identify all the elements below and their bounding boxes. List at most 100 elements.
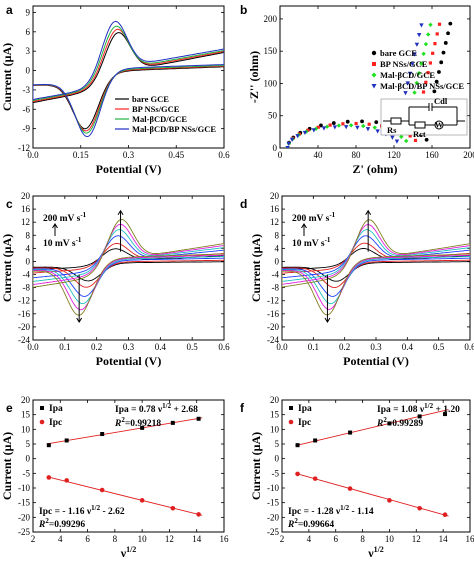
nyquist-marker [408, 134, 412, 138]
nyquist-marker [306, 128, 310, 132]
panel-letter: e [6, 401, 13, 415]
arrow-head [76, 317, 83, 323]
x-tick-label: 16 [466, 534, 474, 544]
nyquist-marker [426, 71, 430, 75]
ipa-point [443, 412, 448, 417]
legend-marker-ipa [289, 406, 293, 410]
x-axis-label: Potential (V) [96, 162, 162, 176]
nyquist-marker [424, 137, 429, 142]
y-axis-label: Current (μA) [249, 234, 263, 302]
y-tick-label: -8 [272, 283, 280, 293]
x-tick-label: 14 [192, 534, 202, 544]
ipc-point [139, 498, 145, 503]
nyquist-marker [414, 42, 420, 47]
nyquist-marker [412, 90, 417, 95]
nyquist-marker [399, 134, 404, 139]
x-axis-label: Z' (ohm) [353, 162, 398, 176]
x-axis-label: Potential (V) [343, 354, 409, 368]
y-tick-label: -16 [18, 309, 30, 319]
rct-label: Rct [413, 129, 426, 139]
legend-label: Mal-βCD/BP NSs/GCE [132, 124, 216, 134]
x-axis-label: Potential (V) [96, 354, 162, 368]
nyquist-marker [354, 121, 358, 126]
y-tick-label: -25 [18, 527, 30, 537]
x-axis-label: ν1/2 [120, 545, 137, 560]
fit-line [295, 409, 449, 447]
nyquist-marker [426, 32, 431, 37]
nyquist-marker [403, 91, 408, 96]
x-tick-label: 0.5 [433, 342, 445, 352]
y-tick-label: 20 [21, 191, 31, 201]
x-tick-label: 0.3 [123, 150, 135, 160]
x-tick-label: 0.0 [27, 150, 39, 160]
nyquist-marker [336, 123, 342, 128]
legend-marker [372, 62, 376, 66]
nyquist-marker [424, 80, 428, 84]
nyquist-marker [331, 121, 336, 125]
ipa-point [100, 432, 105, 437]
tail: + 1.20 [433, 405, 460, 415]
y-tick-label: -9 [23, 124, 31, 134]
ipc-point [64, 478, 69, 483]
panel-f: 2 4 6 8 10 12 14 16 -25 -20 -15 -10 -5 0 5 10 15 20 f ν1/2 C… [240, 395, 474, 560]
fit-line [46, 417, 203, 445]
r2-ipc: R2=0.99664 [287, 517, 334, 530]
y-tick-label: -12 [18, 143, 30, 153]
x-axis-label-sup: 1/2 [126, 545, 136, 554]
plot-frame [281, 399, 471, 533]
ipa-point [170, 420, 175, 425]
arrow-head [324, 317, 331, 323]
y-tick-label: 6 [26, 27, 31, 37]
panel-c: 0.0 0.1 0.2 0.3 0.4 0.5 0.6 -24 -20 -16 -12 -8 -4 0 4 8… [0, 191, 230, 368]
y-tick-label: 10 [21, 424, 31, 434]
y-tick-label: 0 [273, 143, 278, 153]
r: R [38, 520, 45, 530]
cv-curve-4 [33, 223, 224, 311]
panel-b: 0 40 80 120 160 200 0 50 100 150 200 b Z' (ohm) -Z'' … [240, 3, 474, 176]
unit-sup: -1 [325, 236, 331, 244]
legend-label: Mal-βCD/BP NSs/GCE [380, 81, 464, 91]
nyquist-marker [372, 125, 377, 130]
ipc-point [170, 505, 176, 511]
x-tick-label: 0.3 [370, 342, 382, 352]
fit-line [295, 472, 449, 517]
nyquist-marker [405, 81, 410, 86]
nyquist-marker [341, 122, 345, 126]
sup: 1/2 [424, 402, 433, 410]
plot-frame [32, 399, 225, 533]
scan-rate-max-label: 200 mV s-1 [43, 211, 87, 224]
x-tick-label: 8 [360, 534, 365, 544]
x-tick-label: 160 [425, 150, 439, 160]
x-tick-label: 0 [278, 150, 283, 160]
cv-curve-4 [282, 224, 470, 310]
y-tick-label: -24 [267, 335, 279, 345]
y-tick-label: 0 [26, 66, 31, 76]
y-tick-label: 8 [26, 230, 31, 240]
y-tick-label: 50 [268, 111, 278, 121]
y-axis-label: Current (μA) [249, 432, 263, 500]
ipa-point [140, 425, 145, 430]
unit-sup: -1 [80, 211, 86, 219]
sup: 2 [294, 517, 298, 525]
unit-sup: -1 [329, 211, 335, 219]
scan-rate-min-label: 10 mV s-1 [292, 236, 331, 249]
r2-ipc: R2=0.99296 [38, 517, 85, 530]
y-tick-label: -3 [23, 85, 31, 95]
arrow-head [301, 223, 307, 229]
panel-e: 2 4 6 8 10 12 14 16 -25 -20 -15 -10 -5 0 5 10 15 20 e ν1/2 C… [0, 395, 229, 560]
unit-sup: -1 [76, 236, 82, 244]
ipa-point [387, 421, 392, 426]
y-tick-label: 8 [275, 230, 280, 240]
tail: - 1.14 [349, 507, 374, 517]
nyquist-marker [407, 71, 413, 76]
ipa-point [295, 443, 300, 448]
x-tick-label: 40 [314, 150, 324, 160]
ipa-point [46, 443, 51, 448]
y-tick-label: -6 [23, 104, 31, 114]
nyquist-marker [328, 123, 332, 127]
nyquist-marker [360, 119, 364, 124]
panel-letter: a [6, 3, 13, 17]
val: =0.99289 [387, 419, 424, 429]
x-tick-label: 0.4 [402, 342, 414, 352]
